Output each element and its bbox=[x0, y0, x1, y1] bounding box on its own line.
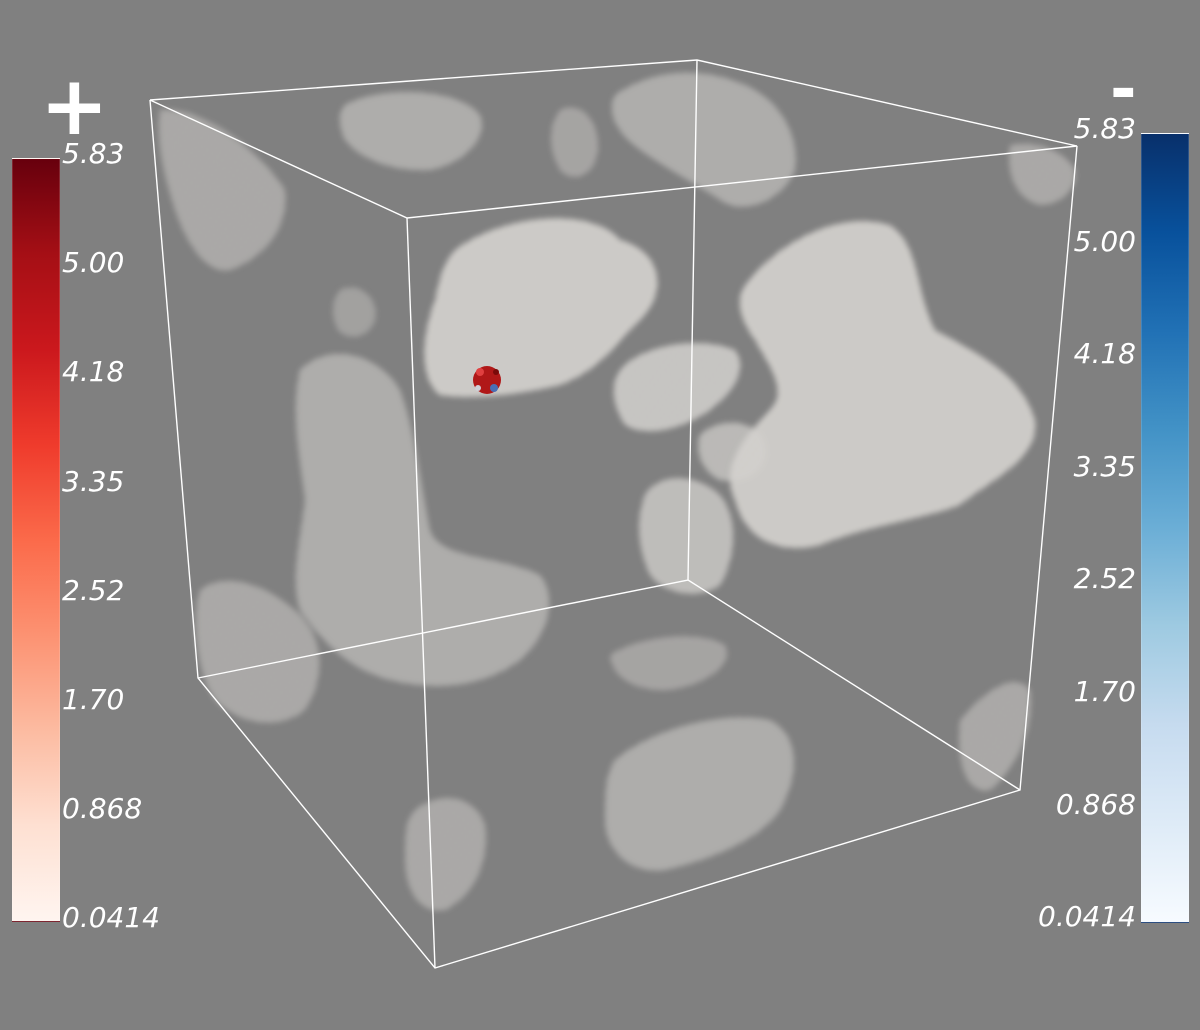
negative-legend-sign: - bbox=[1110, 53, 1137, 127]
highlight-cluster bbox=[473, 366, 501, 394]
positive-colorbar-tick-label: 5.00 bbox=[62, 246, 125, 280]
positive-colorbar-tick-label: 1.70 bbox=[62, 683, 125, 716]
negative-colorbar-tick-label: 3.35 bbox=[1073, 449, 1136, 483]
density-blob bbox=[158, 109, 286, 271]
positive-colorbar-tick-label: 0.0414 bbox=[62, 901, 160, 935]
density-blob bbox=[195, 580, 320, 723]
density-blob bbox=[729, 221, 1036, 548]
negative-colorbar-tick-label: 2.52 bbox=[1073, 562, 1136, 596]
density-blob bbox=[610, 636, 727, 691]
positive-colorbar-tick-label: 2.52 bbox=[62, 573, 125, 607]
positive-colorbar-tick-label: 3.35 bbox=[62, 464, 125, 498]
point-cloud bbox=[158, 72, 1076, 911]
positive-colorbar-tick-label: 4.18 bbox=[62, 355, 125, 389]
negative-colorbar-tick-label: 5.00 bbox=[1073, 224, 1136, 258]
positive-colorbar-tick-label: 0.868 bbox=[62, 792, 143, 826]
density-blob bbox=[698, 422, 766, 481]
density-blob bbox=[339, 92, 482, 171]
density-blob bbox=[1009, 143, 1076, 205]
negative-colorbar-tick-label: 0.0414 bbox=[1038, 900, 1136, 934]
density-blob bbox=[551, 107, 599, 178]
density-blob bbox=[424, 218, 658, 397]
positive-colorbar-tick-label: 5.83 bbox=[62, 137, 125, 170]
positive-colorbar bbox=[12, 158, 60, 922]
negative-colorbar-tick-label: 5.83 bbox=[1073, 112, 1136, 145]
density-blob bbox=[613, 342, 741, 432]
density-blob bbox=[295, 353, 550, 686]
bounding-box-outline bbox=[149, 59, 1078, 969]
density-blob bbox=[638, 478, 734, 594]
negative-colorbar bbox=[1141, 133, 1189, 923]
negative-colorbar-tick-label: 0.868 bbox=[1055, 787, 1136, 821]
density-blob bbox=[611, 72, 796, 207]
negative-colorbar-tick-label: 4.18 bbox=[1073, 337, 1136, 371]
positive-legend-sign: + bbox=[40, 59, 109, 154]
density-blob bbox=[332, 287, 376, 337]
density-blob bbox=[405, 798, 486, 911]
negative-colorbar-tick-label: 1.70 bbox=[1073, 675, 1136, 708]
density-blob bbox=[605, 717, 794, 871]
